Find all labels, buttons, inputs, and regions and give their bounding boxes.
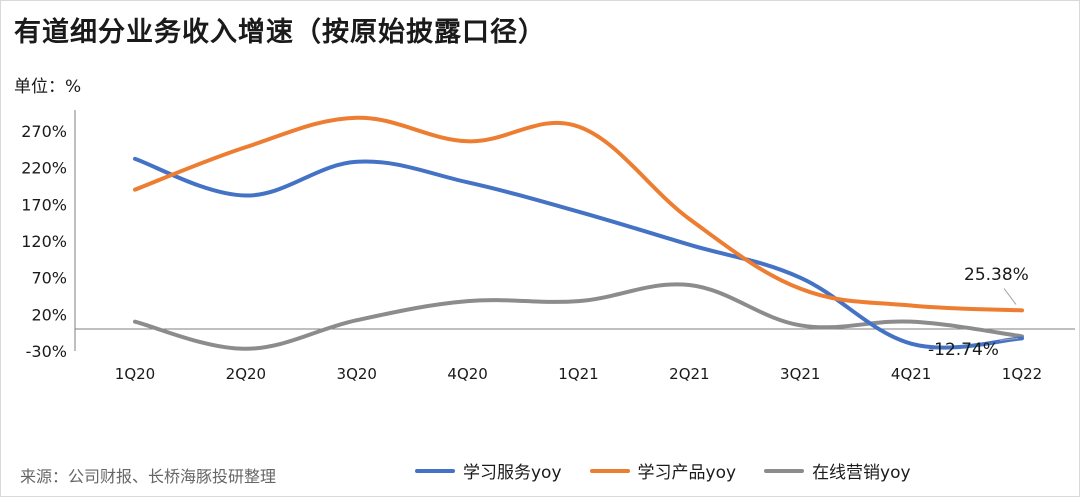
x-tick-label: 1Q21 bbox=[558, 365, 598, 383]
y-tick-label: 270% bbox=[21, 122, 67, 141]
x-tick-label: 2Q21 bbox=[669, 365, 709, 383]
chart-title: 有道细分业务收入增速（按原始披露口径） bbox=[14, 17, 546, 48]
y-tick-label: 170% bbox=[21, 195, 67, 214]
legend: 学习服务yoy 学习产品yoy 在线营销yoy bbox=[415, 458, 911, 483]
data-label-layer: 25.38% -12.74% bbox=[928, 265, 1029, 360]
series-layer bbox=[133, 115, 1024, 351]
source-note: 来源：公司财报、长桥海豚投研整理 bbox=[20, 467, 277, 486]
x-tick-label: 1Q20 bbox=[115, 365, 155, 383]
legend-item-online-marketing: 在线营销yoy bbox=[764, 458, 911, 483]
x-tick-label: 3Q20 bbox=[337, 365, 377, 383]
data-label-leader bbox=[999, 337, 1019, 341]
y-tick-label: 20% bbox=[31, 305, 67, 324]
legend-item-learning-services: 学习服务yoy bbox=[415, 458, 562, 483]
x-tick-label: 1Q22 bbox=[1002, 365, 1042, 383]
y-axis: -30% 20% 70% 120% 170% 220% 270% bbox=[21, 110, 76, 361]
legend-swatch-gray bbox=[764, 468, 805, 473]
legend-swatch-orange bbox=[589, 468, 630, 473]
x-tick-label: 3Q21 bbox=[780, 365, 820, 383]
data-label-leader bbox=[1003, 288, 1017, 305]
data-label-learning-products: 25.38% bbox=[964, 265, 1029, 285]
x-tick-label: 4Q20 bbox=[447, 365, 487, 383]
y-tick-label: 70% bbox=[31, 269, 67, 288]
legend-swatch-blue bbox=[415, 468, 455, 473]
data-label-learning-services: -12.74% bbox=[928, 340, 999, 360]
series-line-online-marketing bbox=[133, 282, 1024, 351]
y-tick-label: 220% bbox=[21, 159, 67, 178]
x-axis: 1Q20 2Q20 3Q20 4Q20 1Q21 2Q21 3Q21 4Q21 1Q22 bbox=[75, 328, 1075, 383]
x-tick-label: 4Q21 bbox=[891, 365, 931, 383]
series-line-learning-services bbox=[133, 156, 1024, 350]
legend-label: 在线营销yoy bbox=[812, 463, 911, 483]
y-tick-label: 120% bbox=[21, 232, 67, 251]
legend-label: 学习产品yoy bbox=[637, 463, 737, 483]
y-tick-label: -30% bbox=[26, 342, 67, 361]
unit-label: 单位：% bbox=[14, 77, 82, 97]
legend-label: 学习服务yoy bbox=[463, 463, 562, 483]
legend-item-learning-products: 学习产品yoy bbox=[589, 458, 737, 483]
series-line-learning-products bbox=[133, 115, 1024, 313]
x-tick-label: 2Q20 bbox=[226, 365, 266, 383]
